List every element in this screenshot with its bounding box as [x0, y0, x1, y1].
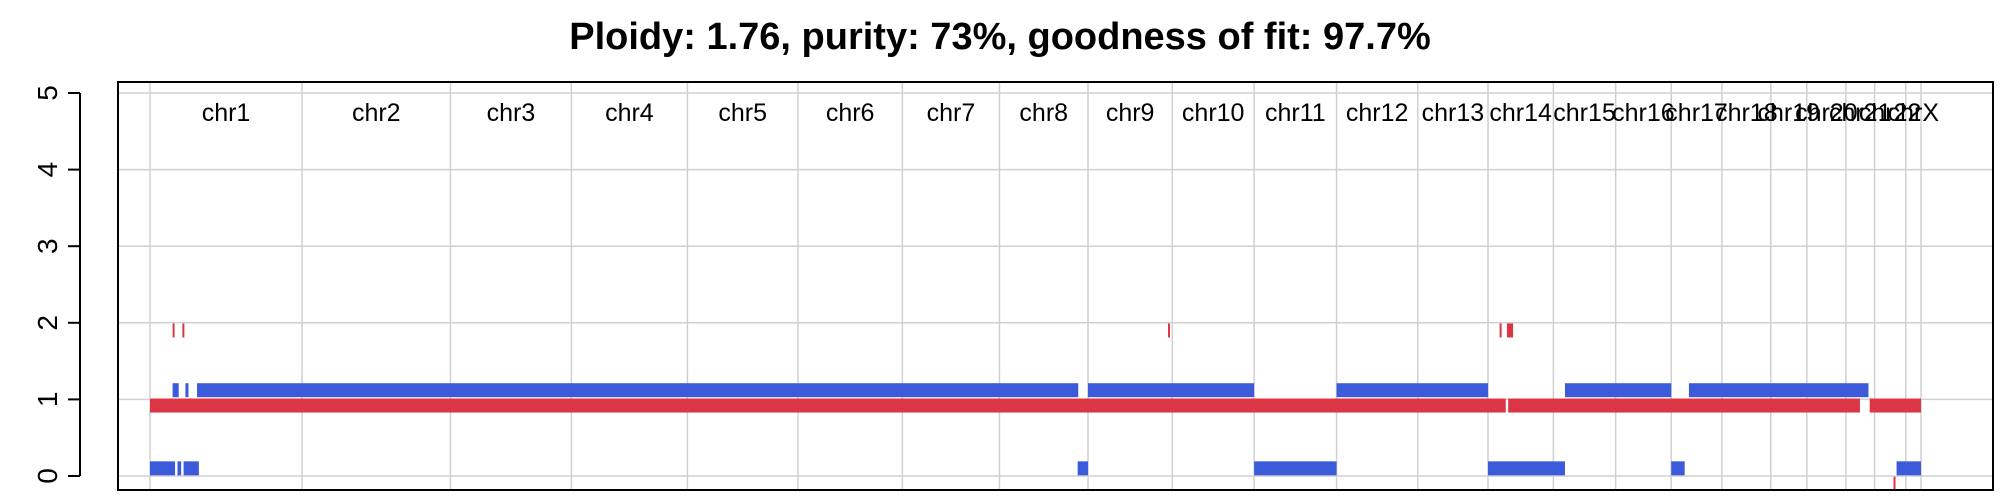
chromosome-label: chr16 [1612, 99, 1675, 127]
plot-frame [117, 81, 1994, 491]
chromosome-label: chr8 [1019, 99, 1068, 127]
grid-lines [118, 82, 1993, 490]
cn-segment [185, 383, 189, 398]
cn-segment [183, 461, 199, 476]
y-tick-label: 0 [32, 468, 63, 484]
chromosome-label: chr14 [1489, 99, 1552, 127]
chromosome-label: chr19 [1758, 99, 1821, 127]
chromosome-label: chr20 [1795, 99, 1858, 127]
y-tick-label: 3 [32, 238, 63, 254]
cn-segment [172, 323, 175, 338]
chromosome-label: chr13 [1422, 99, 1485, 127]
cn-segment [150, 398, 1506, 413]
chromosome-label: chr18 [1715, 99, 1778, 127]
cn-segment [1671, 461, 1685, 476]
cn-segment [1077, 461, 1089, 476]
y-tick-label: 4 [32, 162, 63, 178]
cn-segment [1893, 476, 1896, 491]
cn-segment [1499, 323, 1502, 338]
cn-segment [1336, 383, 1489, 398]
cn-segment [1896, 461, 1921, 476]
chromosome-labels: chr1 chr2 chr3 chr4 chr5 chr6 chr7 chr8 chr9 chr1… [202, 99, 1940, 127]
chromosome-label: chr21 [1829, 99, 1892, 127]
y-axis: 0 1 2 3 4 5 [32, 85, 81, 484]
chromosome-label: chr7 [927, 99, 976, 127]
cn-segment [1488, 461, 1565, 476]
cn-segment [1506, 323, 1514, 338]
chromosome-label: chr17 [1665, 99, 1728, 127]
cn-segment [1508, 398, 1860, 413]
chromosome-label: chr3 [487, 99, 536, 127]
cn-segment [177, 461, 182, 476]
cn-segment [182, 323, 185, 338]
y-tick-label: 1 [32, 392, 63, 408]
cn-segment [1688, 383, 1869, 398]
cn-segment [1564, 383, 1672, 398]
cn-segment [1168, 323, 1171, 338]
chromosome-label: chr5 [718, 99, 767, 127]
cn-segment [1254, 461, 1337, 476]
cn-segment [1869, 398, 1921, 413]
chromosome-label: chr11 [1265, 99, 1326, 127]
chart-title: Ploidy: 1.76, purity: 73%, goodness of f… [569, 16, 1431, 58]
chromosome-label: chr22 [1859, 99, 1922, 127]
cn-segment [172, 383, 179, 398]
y-tick-label: 5 [32, 85, 63, 101]
chromosome-label: chr12 [1346, 99, 1409, 127]
chromosome-label: chr6 [826, 99, 875, 127]
chromosome-label: chr10 [1182, 99, 1245, 127]
chromosome-label: chr2 [352, 99, 401, 127]
chromosome-label: chr4 [605, 99, 654, 127]
chromosome-label: chrX [1888, 99, 1940, 127]
cn-segment [150, 461, 176, 476]
segments-layer [150, 323, 1921, 491]
chromosome-label: chr1 [202, 99, 251, 127]
cn-segment [1088, 383, 1255, 398]
chromosome-label: chr15 [1553, 99, 1616, 127]
chromosome-label: chr9 [1106, 99, 1155, 127]
cn-segment [197, 383, 1079, 398]
y-tick-label: 2 [32, 315, 63, 331]
